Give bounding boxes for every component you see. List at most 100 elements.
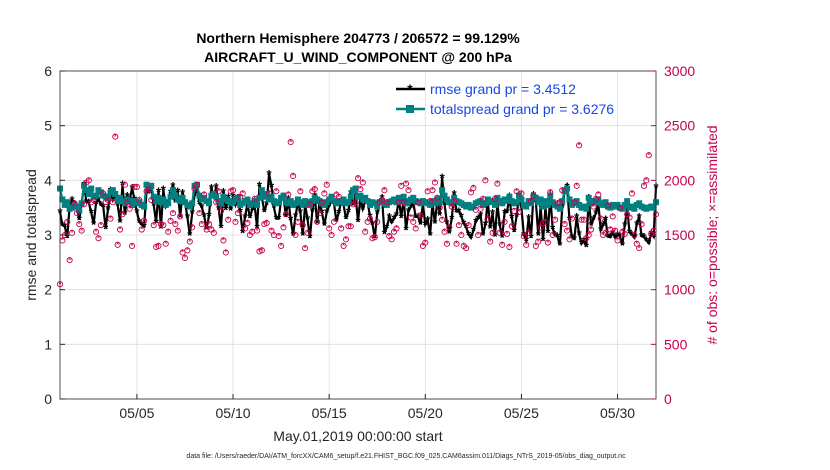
obs-possible-marker: [193, 181, 201, 188]
rmse-point: *: [355, 214, 361, 229]
obs-possible-marker: [585, 231, 592, 239]
totalspread-point: [537, 196, 544, 203]
obs-assimilated-marker: *: [505, 229, 509, 239]
obs-assimilated-marker: *: [190, 223, 194, 233]
rmse-point: *: [351, 198, 357, 213]
obs-assimilated-marker: *: [426, 186, 430, 196]
obs-possible-marker: [525, 229, 532, 236]
obs-possible-marker: [400, 199, 407, 206]
obs-possible-marker: [393, 225, 400, 232]
series-totalspread: [57, 181, 659, 214]
obs-possible-marker: [479, 195, 487, 202]
totalspread-point: [364, 198, 371, 205]
obs-possible-marker: [251, 195, 258, 202]
obs-assimilated-marker: *: [616, 236, 620, 246]
obs-possible-marker: [321, 190, 328, 197]
obs-possible-marker: [415, 199, 422, 206]
obs-assimilated-marker: *: [481, 194, 485, 204]
obs-possible-marker: [335, 193, 342, 200]
rmse-point: *: [271, 200, 277, 215]
rmse-point: *: [206, 208, 212, 223]
obs-assimilated-marker: *: [92, 195, 96, 205]
obs-assimilated-marker: *: [296, 217, 300, 227]
totalspread-point: [150, 193, 157, 200]
obs-assimilated-marker: *: [277, 231, 281, 241]
obs-possible-marker: [222, 249, 229, 256]
obs-assimilated-marker: *: [183, 253, 187, 263]
obs-assimilated-marker: *: [128, 204, 132, 214]
obs-assimilated-marker: *: [534, 241, 538, 251]
rmse-point: *: [250, 202, 256, 217]
obs-possible-marker: [612, 227, 619, 234]
y-right-tick-label: 1000: [664, 282, 695, 298]
obs-assimilated-marker: *: [551, 230, 555, 240]
obs-assimilated-marker: *: [383, 185, 387, 195]
rmse-point: *: [291, 228, 297, 243]
obs-possible-marker: [215, 188, 222, 195]
obs-assimilated-marker: *: [508, 242, 512, 252]
obs-assimilated-marker: *: [520, 189, 524, 199]
rmse-point: *: [483, 218, 489, 233]
obs-possible-marker: [229, 187, 237, 194]
obs-assimilated-marker: *: [582, 215, 586, 225]
rmse-point: *: [144, 184, 150, 199]
totalspread-point: [328, 193, 335, 200]
rmse-point: *: [199, 200, 205, 215]
totalspread-point: [566, 196, 573, 203]
obs-assimilated-marker: *: [174, 219, 178, 229]
obs-possible-marker: [306, 201, 313, 208]
totalspread-point: [436, 199, 443, 206]
obs-possible-marker: [458, 231, 465, 239]
totalspread-point: [306, 201, 313, 208]
totalspread-point: [189, 200, 196, 207]
obs-assimilated-marker: *: [99, 220, 103, 230]
totalspread-point: [81, 182, 88, 189]
obs-possible-marker: [186, 238, 193, 245]
obs-possible-marker: [278, 242, 285, 249]
obs-possible-marker: [105, 196, 112, 204]
totalspread-point: [482, 200, 489, 207]
series-obs-count: ****************************************…: [56, 132, 660, 289]
rmse-point: *: [103, 221, 109, 236]
totalspread-point: [117, 194, 124, 201]
obs-assimilated-marker: *: [366, 217, 370, 227]
rmse-point: *: [581, 233, 587, 248]
obs-assimilated-marker: *: [563, 219, 567, 229]
obs-possible-marker: [381, 187, 388, 194]
rmse-point: *: [399, 211, 405, 226]
obs-assimilated-marker: *: [193, 184, 197, 194]
rmse-point: *: [449, 212, 455, 227]
obs-possible-marker: [403, 180, 410, 187]
rmse-point: *: [387, 210, 393, 225]
obs-assimilated-marker: *: [457, 220, 461, 230]
rmse-point: *: [500, 230, 506, 245]
rmse-point: *: [86, 196, 92, 211]
obs-assimilated-marker: *: [234, 217, 238, 227]
totalspread-point: [196, 192, 203, 199]
obs-possible-marker: [78, 227, 85, 234]
obs-possible-marker: [64, 218, 71, 225]
obs-possible-marker: [95, 235, 102, 242]
rmse-point: *: [627, 225, 633, 240]
obs-assimilated-marker: *: [222, 236, 226, 246]
rmse-point: *: [84, 195, 90, 210]
obs-possible-marker: [609, 213, 616, 220]
obs-assimilated-marker: *: [630, 189, 634, 199]
obs-assimilated-marker: *: [618, 203, 622, 213]
obs-possible-marker: [359, 179, 366, 186]
obs-possible-marker: [328, 231, 335, 239]
rmse-point: *: [497, 218, 503, 233]
obs-possible-marker: [160, 222, 167, 229]
rmse-point: *: [156, 184, 162, 199]
obs-possible-marker: [398, 182, 405, 189]
obs-possible-marker: [141, 217, 148, 224]
obs-assimilated-marker: *: [231, 185, 235, 195]
rmse-point: *: [389, 215, 395, 230]
totalspread-point: [585, 194, 592, 201]
obs-assimilated-marker: *: [135, 182, 139, 192]
obs-possible-marker: [155, 242, 162, 249]
rmse-point: *: [471, 224, 477, 239]
obs-assimilated-marker: *: [342, 241, 346, 251]
rmse-point: *: [115, 198, 121, 213]
obs-assimilated-marker: *: [363, 227, 367, 237]
